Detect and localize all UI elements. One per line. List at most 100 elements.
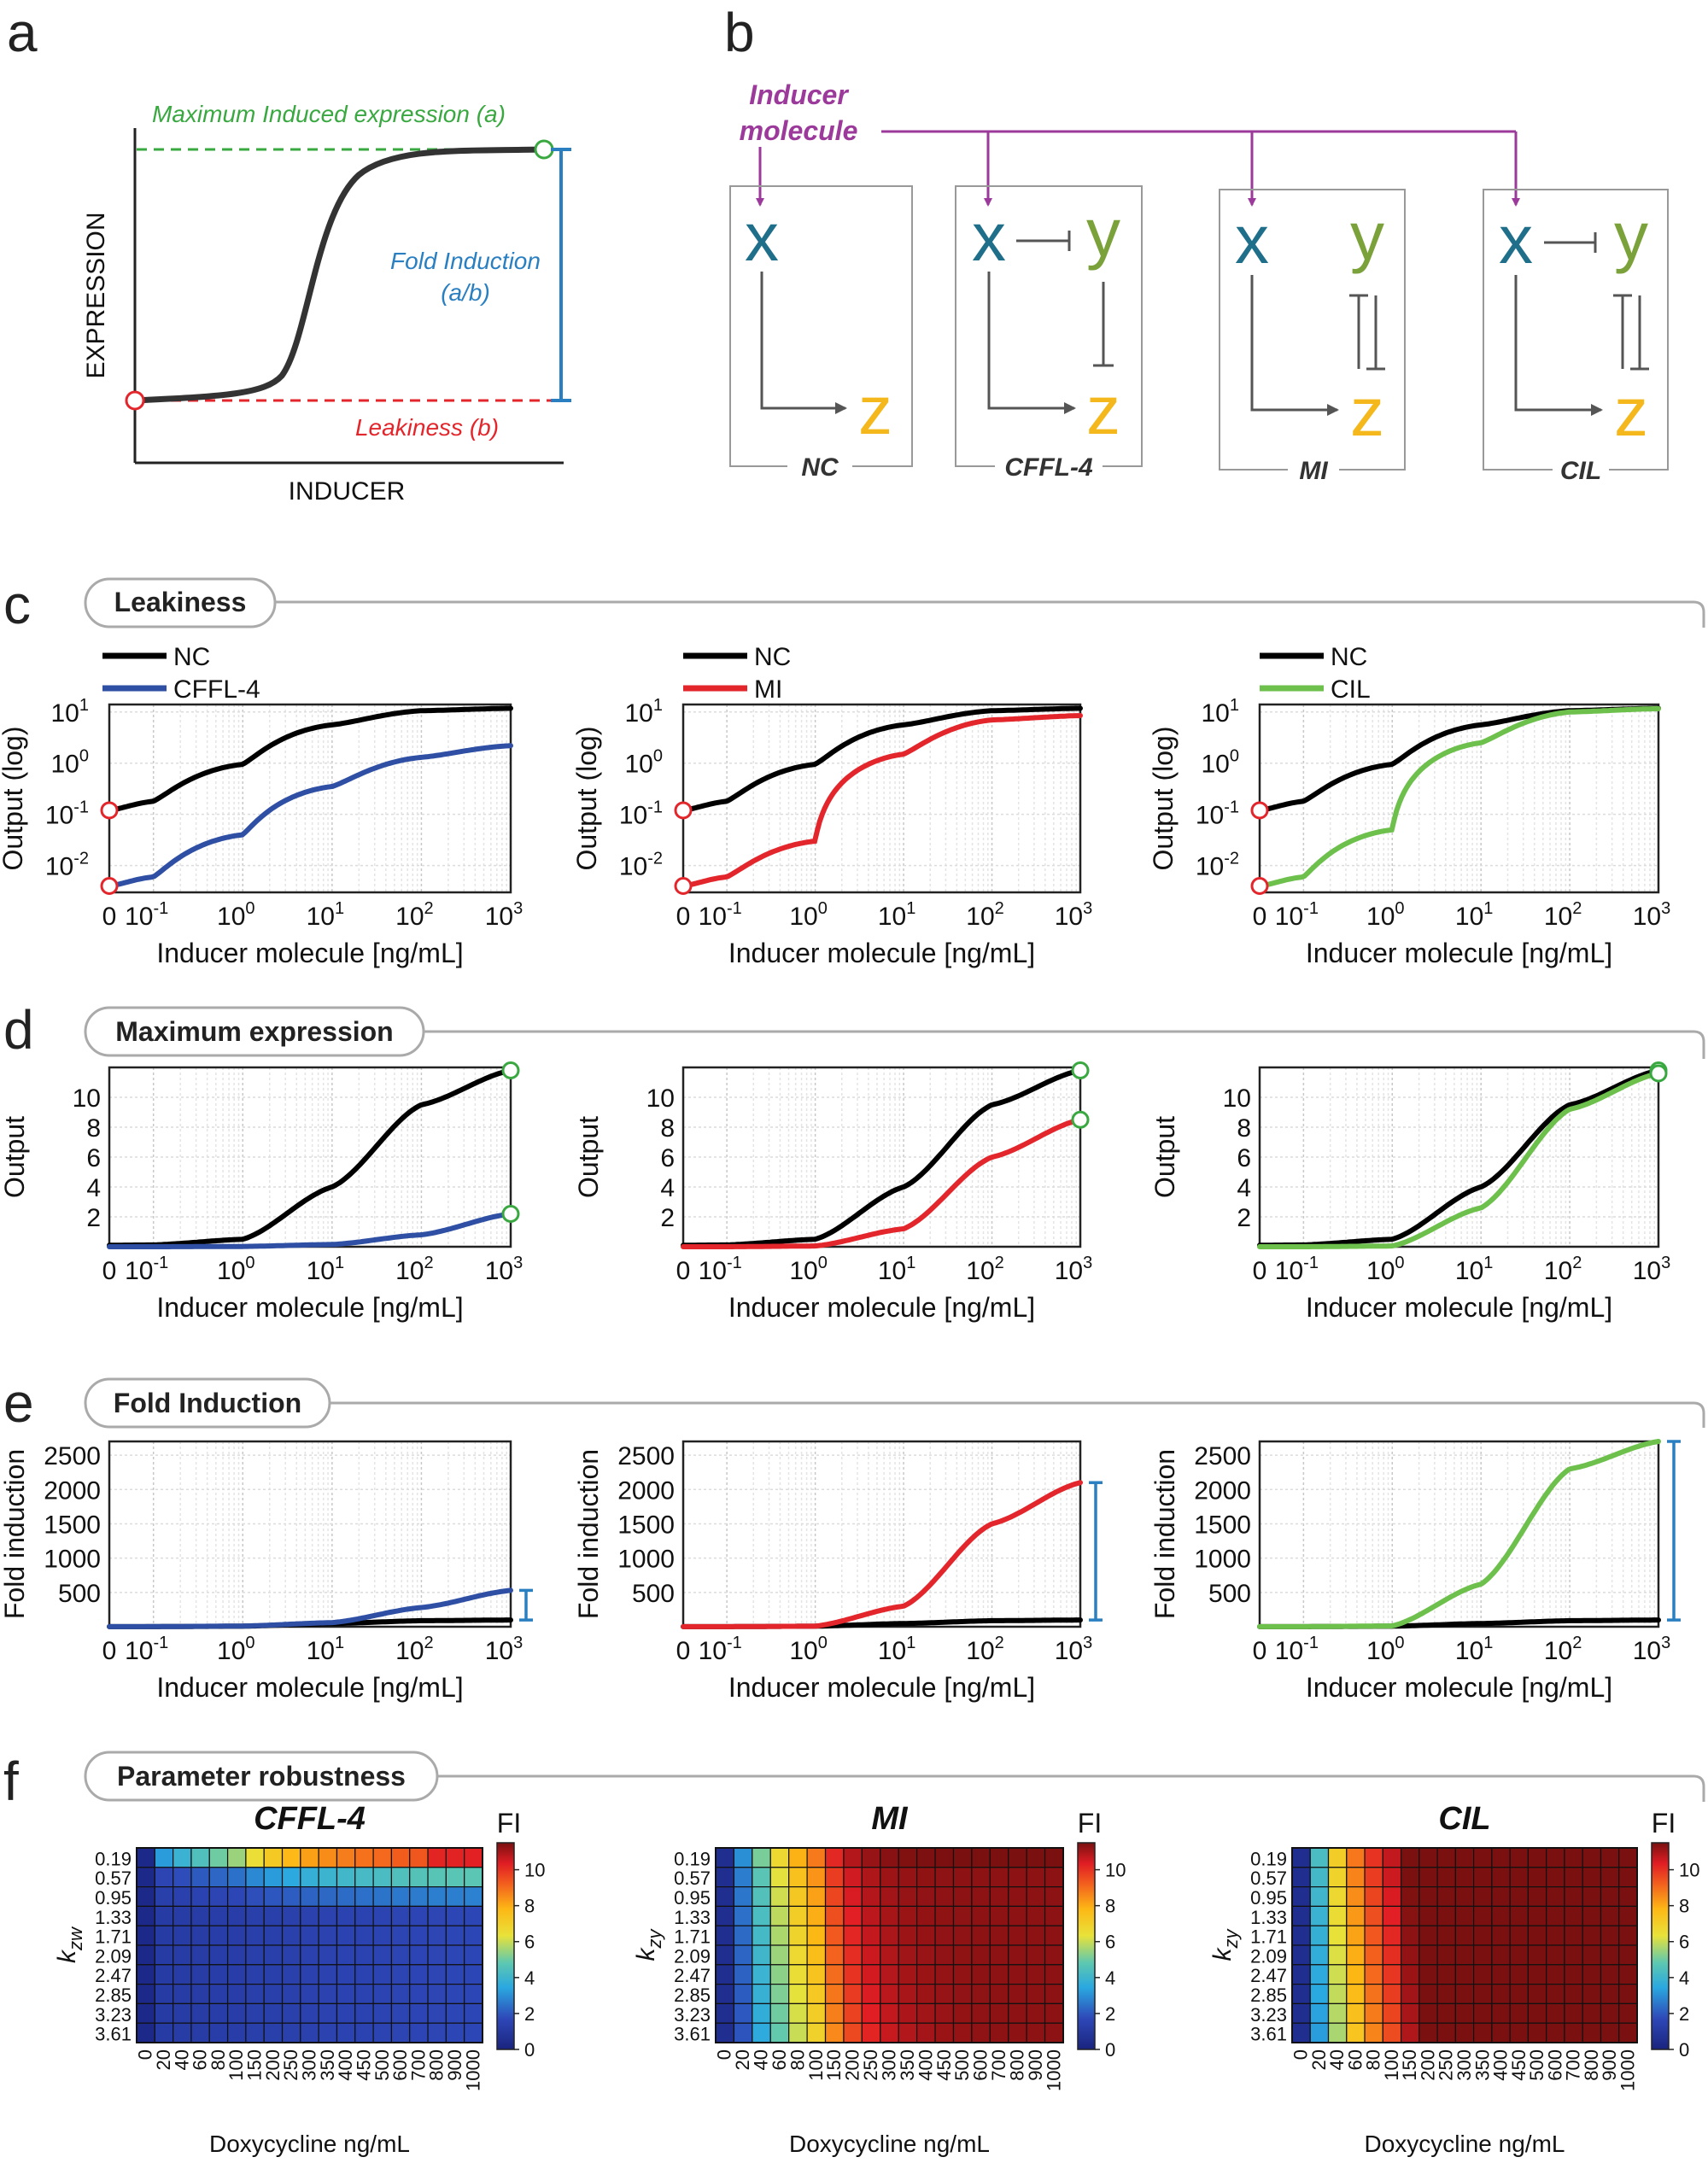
activation-arrow (987, 272, 1076, 414)
node-y: y (1614, 198, 1648, 274)
heatmap-cell (1546, 1944, 1565, 1966)
heatmap-cell (806, 1944, 827, 1966)
circuit-nc: x z NC (729, 185, 913, 482)
heatmap-cell (372, 1964, 393, 1985)
x-tick-label: 0 (102, 1257, 117, 1285)
heatmap-cell (1546, 1964, 1565, 1985)
heatmap-cell (336, 1925, 356, 1946)
heatmap-cell (861, 2022, 881, 2043)
heatmap-cell (1364, 1847, 1383, 1868)
y-tick-label: 100 (1202, 747, 1240, 779)
colorbar-tick-label: 10 (1105, 1860, 1126, 1881)
heatmap-cell (788, 2002, 808, 2024)
x-tick-label: 103 (1055, 1254, 1093, 1285)
x-tick-label: 100 (1366, 899, 1405, 931)
heatmap-cell (1582, 1847, 1602, 1868)
heatmap-cell (1454, 1905, 1475, 1926)
x-tick-label: 40 (171, 2049, 192, 2070)
heatmap-cell (1491, 1905, 1511, 1926)
series-cffl-4-line (107, 1211, 513, 1249)
heatmap-cell (1400, 1925, 1420, 1946)
x-tick-exponent: -1 (727, 1634, 742, 1652)
x-tick-exponent: 1 (335, 1254, 344, 1272)
heatmap-cell (861, 1944, 881, 1966)
x-tick-label: 101 (878, 899, 916, 931)
heatmap-cell (1527, 1886, 1547, 1908)
y-tick-label: 4 (1237, 1174, 1251, 1202)
heatmap-cell (788, 2022, 808, 2043)
x-tick-exponent: 3 (1661, 899, 1670, 918)
label-bg (787, 456, 852, 478)
heatmap-cell (226, 1964, 247, 1985)
heatmap-cell (372, 2002, 393, 2024)
x-tick-label: 700 (988, 2049, 1009, 2081)
heatmap-cell (1418, 1984, 1438, 2005)
heatmap-cell (1564, 1867, 1583, 1888)
heatmap-cell (190, 1964, 210, 1985)
section-f-header: f Parameter robustness (3, 1751, 1705, 1812)
x-tick-label: 40 (1326, 2049, 1348, 2070)
heatmap-cell (1564, 1944, 1583, 1966)
heatmap-cell (916, 1847, 936, 1868)
y-axis-label: kzy (632, 1928, 665, 1961)
x-tick-label: 102 (1544, 899, 1582, 931)
heatmap-cell (934, 1964, 955, 1985)
x-tick-label: 0 (1253, 1637, 1267, 1665)
heatmap-cell (1044, 2022, 1064, 2043)
x-tick-label: 102 (395, 1254, 434, 1285)
x-axis-label: Inducer molecule [ng/mL] (728, 1292, 1035, 1323)
heatmap-cell (715, 2022, 735, 2043)
node-y: y (1086, 195, 1120, 271)
panel-b: b Inducer molecule x z NC x y z (724, 2, 1669, 485)
y-tick-exponent: -2 (73, 850, 89, 868)
heatmap-cell (263, 1886, 284, 1908)
x-tick-label: 20 (732, 2049, 753, 2070)
heatmap-cell (1327, 2002, 1348, 2024)
heatmap-cell (1418, 1847, 1438, 1868)
heatmap-cell (281, 1964, 301, 1985)
section-rule (437, 1774, 1705, 1802)
heatmap-cell (1364, 1886, 1383, 1908)
colorbar-tick-label: 8 (524, 1896, 535, 1917)
y-axis-label: Output (log) (0, 727, 28, 871)
heatmap-cell (952, 2022, 973, 2043)
x-tick-exponent: -1 (1303, 1254, 1319, 1272)
heatmap-cell (1346, 1867, 1366, 1888)
heatmap-cell (1473, 1905, 1493, 1926)
heatmap-cell (1491, 1867, 1511, 1888)
heatmap-cell (769, 1944, 790, 1966)
heatmap-cell (1008, 1964, 1027, 1985)
heatmap-cell (372, 1867, 393, 1888)
heatmap-cell (952, 1984, 973, 2005)
heatmap-cell (263, 2002, 284, 2024)
heatmap-cell (372, 1984, 393, 2005)
x-tick-exponent: 3 (1083, 1254, 1092, 1272)
heatmap-cell (173, 1886, 192, 1908)
heatmap-cell (1008, 1847, 1027, 1868)
heatmap-cell (281, 2002, 301, 2024)
x-tick-label: 150 (1399, 2049, 1420, 2081)
heatmap-cell (1309, 1847, 1330, 1868)
x-tick-exponent: 1 (1483, 1634, 1493, 1652)
leakiness-marker (1250, 801, 1269, 820)
heatmap-cell (409, 1944, 429, 1966)
heatmap-frame (1291, 1847, 1638, 2043)
heatmap-cell (1008, 2002, 1027, 2024)
heatmap-cell (226, 2022, 247, 2043)
heatmap-cell (934, 1925, 955, 1946)
heatmap-cell (354, 1944, 374, 1966)
y-tick-label: 2.85 (1250, 1985, 1287, 2006)
x-tick-label: 101 (1455, 1634, 1494, 1665)
heatmap-cell (354, 1905, 374, 1926)
heatmap-cell (1546, 1984, 1565, 2005)
y-tick-exponent: -2 (1224, 850, 1239, 868)
heatmap-cell (971, 1964, 991, 1985)
heatmap-cell (208, 1886, 229, 1908)
x-axis-label: Inducer molecule [ng/mL] (156, 1292, 463, 1323)
heatmap-cell (971, 1984, 991, 2005)
heatmap-cell (427, 1905, 447, 1926)
heatmap-cell (354, 1886, 374, 1908)
fold-induction-label-2: (a/b) (441, 279, 490, 306)
heatmap-cell (1473, 1925, 1493, 1946)
heatmap-cell (1600, 1905, 1620, 1926)
